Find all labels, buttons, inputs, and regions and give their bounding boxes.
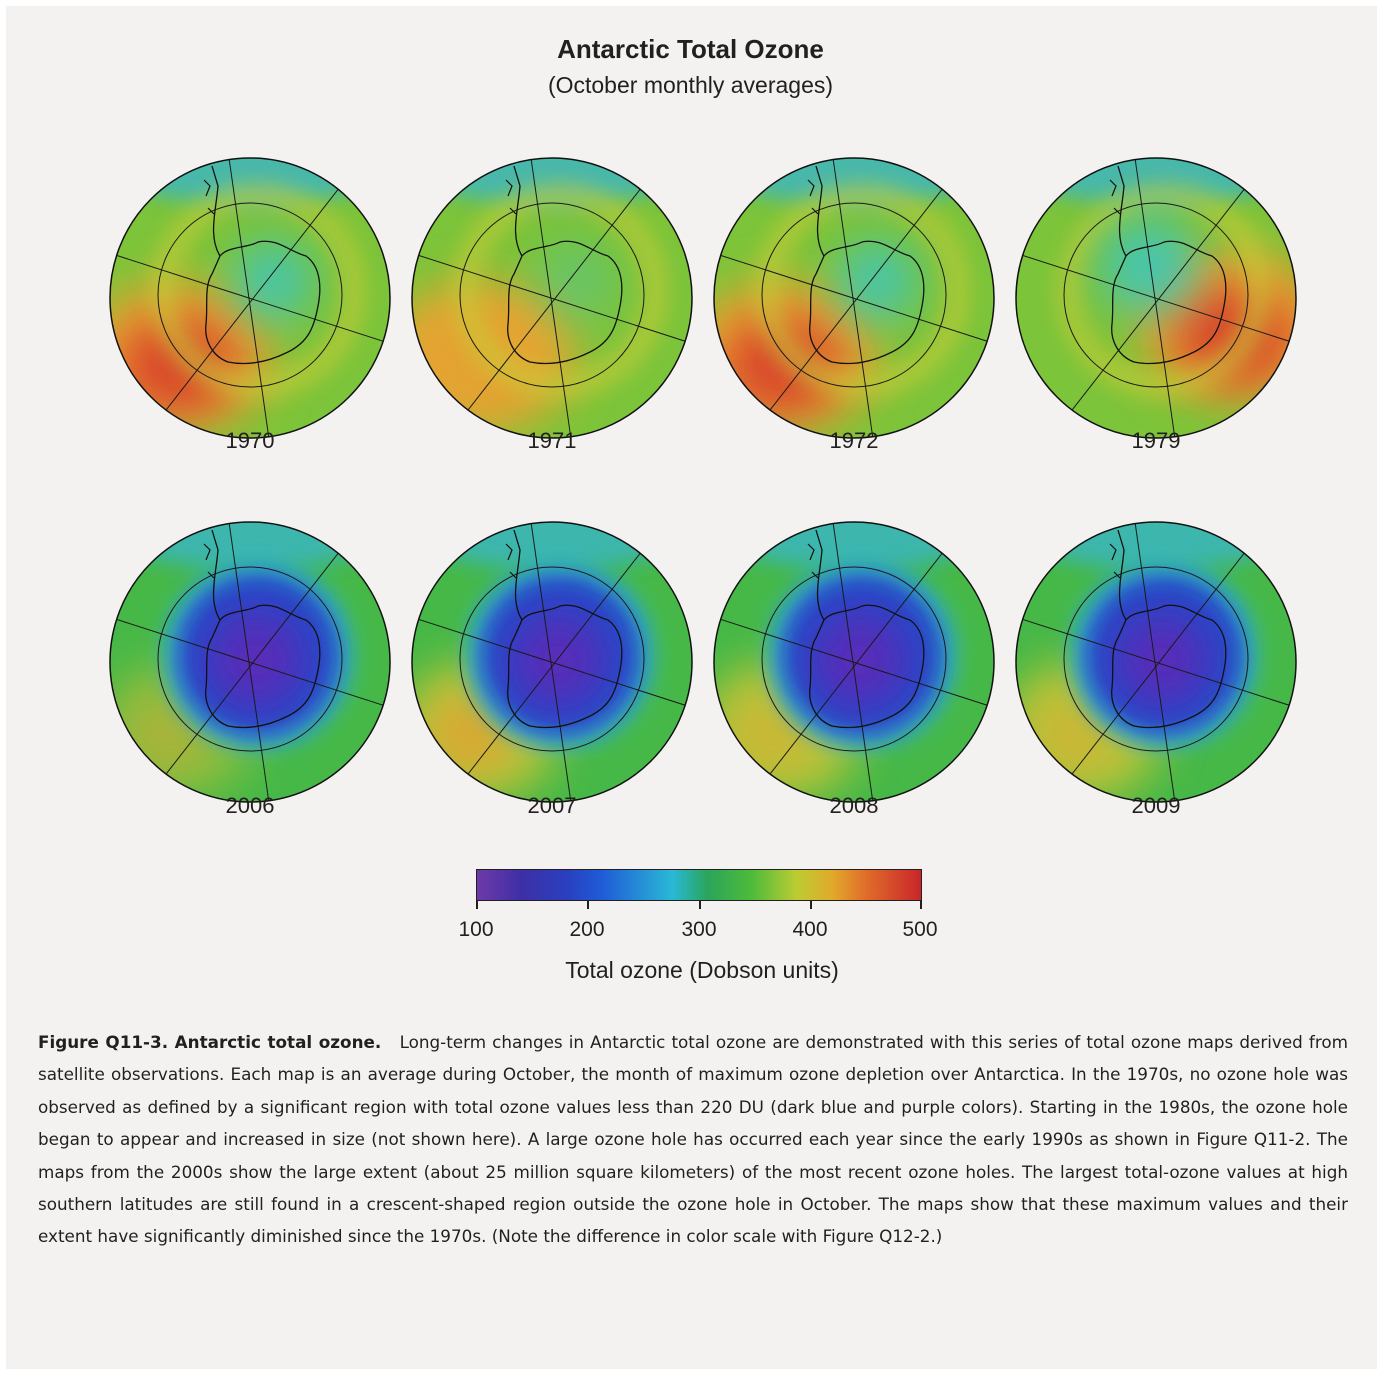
colorbar-tick-label: 200 <box>569 918 605 941</box>
ozone-map-2006 <box>108 520 392 804</box>
ozone-map-1971 <box>410 156 694 440</box>
map-year-label: 2006 <box>225 793 275 818</box>
caption-label: Figure Q11-3. Antarctic total ozone. <box>38 1032 382 1052</box>
colorbar-tick-label: 100 <box>458 918 494 941</box>
figure-title: Antarctic Total Ozone <box>557 34 824 64</box>
map-year-label: 2007 <box>527 793 577 818</box>
map-year-label: 2009 <box>1131 793 1181 818</box>
colorbar-tick <box>810 900 812 909</box>
colorbar-tick <box>587 900 589 909</box>
map-year-label: 2008 <box>829 793 879 818</box>
map-year-label: 1971 <box>527 428 577 453</box>
ozone-map-2008 <box>712 520 996 804</box>
colorbar-tick <box>920 900 922 909</box>
figure-caption: Figure Q11-3. Antarctic total ozone. Lon… <box>38 1026 1348 1253</box>
colorbar-tick-label: 400 <box>792 918 828 941</box>
colorbar-label: Total ozone (Dobson units) <box>565 957 839 983</box>
colorbar-tick <box>699 900 701 909</box>
colorbar-tick <box>476 900 478 909</box>
ozone-map-1972 <box>712 156 996 440</box>
ozone-colorbar <box>476 869 922 901</box>
ozone-map-2009 <box>1014 520 1298 804</box>
caption-text: Long-term changes in Antarctic total ozo… <box>38 1032 1348 1247</box>
colorbar-tick-label: 500 <box>902 918 938 941</box>
map-year-label: 1970 <box>225 428 275 453</box>
map-year-label: 1979 <box>1131 428 1181 453</box>
ozone-map-2007 <box>410 520 694 804</box>
figure-subtitle: (October monthly averages) <box>547 72 834 98</box>
map-year-label: 1972 <box>829 428 879 453</box>
colorbar-tick-label: 300 <box>681 918 717 941</box>
ozone-map-1979 <box>1014 156 1298 440</box>
ozone-map-1970 <box>108 156 392 440</box>
